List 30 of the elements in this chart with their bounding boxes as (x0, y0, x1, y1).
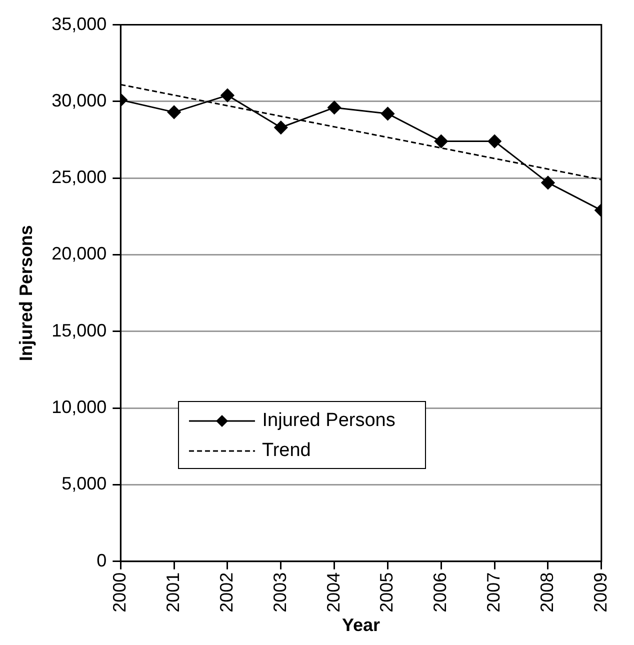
legend-label: Trend (262, 440, 311, 461)
y-tick-label: 20,000 (52, 244, 107, 264)
legend-label: Injured Persons (262, 410, 396, 431)
y-tick-label: 10,000 (52, 397, 107, 418)
y-axis-title: Injured Persons (16, 225, 36, 362)
point (220, 88, 234, 102)
point (488, 134, 502, 148)
y-tick-label: 25,000 (52, 167, 107, 188)
x-tick-label: 2002 (216, 572, 236, 612)
y-tick-label: 35,000 (52, 14, 107, 34)
point (167, 105, 181, 119)
y-tick-label: 15,000 (52, 320, 107, 340)
point (328, 100, 342, 114)
y-tick-label: 0 (96, 550, 107, 570)
x-tick-label: 2003 (270, 572, 290, 612)
x-tick-label: 2005 (376, 572, 397, 612)
x-tick-label: 2008 (536, 572, 557, 612)
y-tick-label: 30,000 (52, 90, 107, 110)
x-tick-label: 2009 (590, 572, 610, 612)
x-tick-label: 2000 (110, 572, 130, 612)
point (434, 134, 448, 148)
x-axis-title: Year (342, 615, 380, 636)
point (541, 176, 555, 190)
x-tick-label: 2004 (323, 572, 344, 612)
point (274, 120, 288, 134)
x-tick-label: 2006 (430, 572, 450, 612)
x-tick-label: 2007 (484, 572, 504, 612)
x-tick-label: 2001 (163, 572, 184, 612)
point (380, 106, 394, 120)
y-tick-label: 5,000 (62, 474, 107, 494)
